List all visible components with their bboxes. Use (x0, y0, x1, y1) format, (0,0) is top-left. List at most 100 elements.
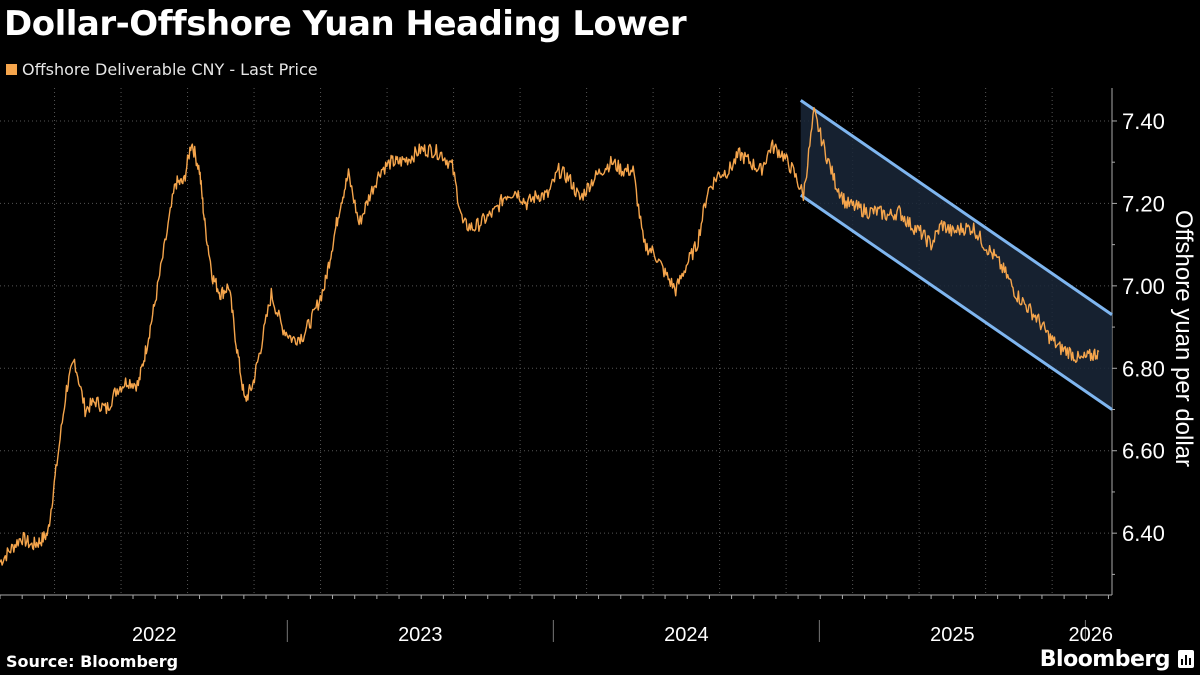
bloomberg-chart-icon (1178, 650, 1194, 668)
data-point (930, 244, 932, 246)
data-point (505, 194, 507, 196)
y-tick-label: 7.40 (1122, 109, 1165, 134)
data-point (183, 182, 185, 184)
data-point (228, 285, 230, 287)
data-point (55, 471, 57, 473)
data-point (462, 223, 464, 225)
data-point (204, 223, 206, 225)
data-point (909, 223, 911, 225)
data-point (675, 289, 677, 291)
data-point (537, 194, 539, 196)
y-tick-label: 6.80 (1122, 356, 1165, 381)
data-point (707, 190, 709, 192)
data-point (398, 161, 400, 163)
data-point (95, 400, 97, 402)
data-point (153, 306, 155, 308)
bloomberg-logo: Bloomberg (1039, 647, 1171, 672)
data-point (420, 149, 422, 151)
data-point (877, 211, 879, 213)
data-point (380, 170, 382, 172)
data-point (1005, 273, 1007, 275)
data-point (835, 182, 837, 184)
data-point (771, 145, 773, 147)
data-point (739, 153, 741, 155)
data-point (813, 112, 815, 114)
x-tick-label: 2022 (132, 624, 177, 646)
data-point (369, 194, 371, 196)
data-point (66, 388, 68, 390)
data-point (74, 359, 76, 361)
data-point (271, 293, 273, 295)
data-point (866, 211, 868, 213)
data-point (611, 161, 613, 163)
data-point (390, 161, 392, 163)
data-point (600, 170, 602, 172)
data-point (941, 223, 943, 225)
data-point (292, 339, 294, 341)
data-point (430, 149, 432, 151)
channel-upper-line (799, 99, 1113, 316)
data-point (348, 174, 350, 176)
y-tick-label: 6.60 (1122, 439, 1165, 464)
data-point (494, 211, 496, 213)
data-point (696, 244, 698, 246)
data-point (441, 153, 443, 155)
data-point (643, 244, 645, 246)
data-point (10, 549, 12, 551)
data-point (994, 256, 996, 258)
data-point (686, 264, 688, 266)
data-point (962, 227, 964, 229)
data-point (728, 170, 730, 172)
data-point (47, 532, 49, 534)
data-point (664, 273, 666, 275)
data-point (324, 285, 326, 287)
data-point (590, 182, 592, 184)
data-point (781, 153, 783, 155)
data-point (332, 244, 334, 246)
data-point (547, 194, 549, 196)
legend-swatch (6, 64, 17, 75)
chart-title: Dollar-Offshore Yuan Heading Lower (4, 4, 687, 44)
data-point (175, 182, 177, 184)
data-point (792, 170, 794, 172)
data-point (856, 207, 858, 209)
data-point (39, 541, 41, 543)
data-point (1026, 306, 1028, 308)
data-point (260, 347, 262, 349)
data-point (1047, 335, 1049, 337)
data-point (1098, 351, 1100, 353)
data-point (1037, 318, 1039, 320)
data-point (888, 215, 890, 217)
data-point (220, 293, 222, 295)
data-point (920, 231, 922, 233)
data-point (252, 384, 254, 386)
data-point (409, 157, 411, 159)
data-point (127, 380, 129, 382)
data-point (526, 203, 528, 205)
x-tick-label: 2026 (1068, 624, 1113, 646)
data-point (558, 170, 560, 172)
trend-channel (800, 100, 1112, 410)
data-point (952, 231, 954, 233)
data-point (898, 211, 900, 213)
x-tick-label: 2024 (664, 624, 709, 646)
data-point (340, 203, 342, 205)
series-line (0, 106, 1100, 566)
data-point (302, 335, 304, 337)
data-point (1015, 293, 1017, 295)
data-point (244, 400, 246, 402)
data-point (749, 161, 751, 163)
source-note: Source: Bloomberg (6, 652, 179, 671)
data-point (1069, 351, 1071, 353)
data-point (473, 227, 475, 229)
y-tick-label: 7.00 (1122, 274, 1165, 299)
data-point (138, 384, 140, 386)
x-tick-label: 2023 (398, 624, 443, 646)
data-point (236, 347, 238, 349)
y-tick-label: 6.40 (1122, 521, 1165, 546)
data-point (1079, 359, 1081, 361)
data-point (84, 409, 86, 411)
data-point (717, 174, 719, 176)
data-point (116, 388, 118, 390)
